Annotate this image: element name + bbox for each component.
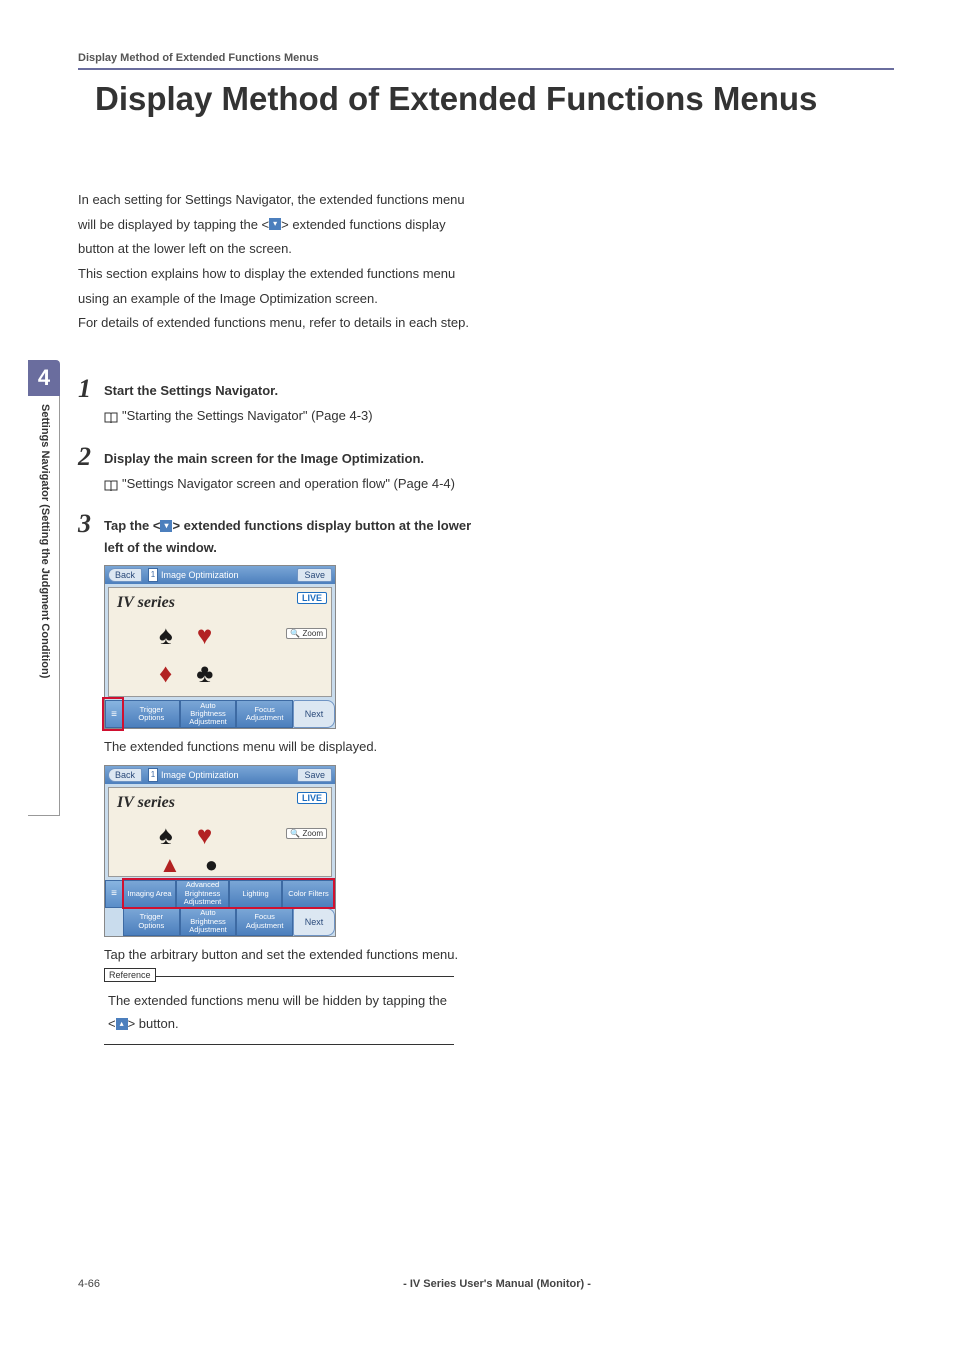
lighting-button[interactable]: Lighting xyxy=(229,880,282,908)
page-number: 4-66 xyxy=(78,1278,100,1290)
auto-brightness-button[interactable]: Auto Brightness Adjustment xyxy=(180,908,237,936)
step-2-num: 2 xyxy=(78,444,98,470)
next-button[interactable]: Next xyxy=(293,700,335,728)
iv-series-label: IV series xyxy=(117,794,175,812)
step-1-num: 1 xyxy=(78,376,98,402)
panel-title: 1 Image Optimization xyxy=(142,768,297,782)
step-1: 1 Start the Settings Navigator. "Startin… xyxy=(78,376,478,427)
panel-title: 1 Image Optimization xyxy=(142,568,297,582)
screenshot-panel-collapsed: Back 1 Image Optimization Save IV series… xyxy=(104,565,336,729)
step-2-title: Display the main screen for the Image Op… xyxy=(104,444,424,470)
page-footer: 4-66 - IV Series User's Manual (Monitor)… xyxy=(78,1278,894,1290)
caption-1: The extended functions menu will be disp… xyxy=(104,735,478,758)
iv-series-label: IV series xyxy=(117,594,175,612)
suit-row-1: ♠ ♥ xyxy=(159,620,212,651)
intro-p1: In each setting for Settings Navigator, … xyxy=(78,188,478,262)
step-3-title: Tap the <▾> extended functions display b… xyxy=(104,511,478,559)
step-1-ref-text: "Starting the Settings Navigator" (Page … xyxy=(122,404,373,427)
auto-brightness-button[interactable]: Auto Brightness Adjustment xyxy=(180,700,237,728)
imaging-area-button[interactable]: Imaging Area xyxy=(123,880,176,908)
footer-title: - IV Series User's Manual (Monitor) - xyxy=(100,1278,894,1290)
zoom-button[interactable]: 🔍 Zoom xyxy=(286,628,327,639)
collapse-icon: ▴ xyxy=(116,1018,128,1030)
suit-row-1: ♠ ♥ xyxy=(159,820,212,851)
running-header: Display Method of Extended Functions Men… xyxy=(78,52,894,70)
step-2-ref-text: "Settings Navigator screen and operation… xyxy=(122,472,455,495)
back-button[interactable]: Back xyxy=(108,568,142,582)
panel-title-text: Image Optimization xyxy=(161,770,239,780)
triangle-icon: ▲ xyxy=(159,852,181,878)
screenshot-panel-expanded: Back 1 Image Optimization Save IV series… xyxy=(104,765,336,937)
step-badge-icon: 1 xyxy=(148,568,158,582)
color-filters-button[interactable]: Color Filters xyxy=(282,880,335,908)
live-badge: LIVE xyxy=(297,792,327,804)
save-button[interactable]: Save xyxy=(297,568,332,582)
trigger-options-button[interactable]: Trigger Options xyxy=(123,700,180,728)
zoom-label: Zoom xyxy=(303,829,323,838)
body-column: In each setting for Settings Navigator, … xyxy=(78,188,478,1061)
heart-icon: ♥ xyxy=(197,620,212,651)
back-button[interactable]: Back xyxy=(108,768,142,782)
next-button[interactable]: Next xyxy=(293,908,335,936)
steps: 1 Start the Settings Navigator. "Startin… xyxy=(78,376,478,1045)
collapse-button[interactable]: ≡ xyxy=(105,880,123,908)
step-3-title-a: Tap the < xyxy=(104,518,160,533)
intro-p2: This section explains how to display the… xyxy=(78,262,478,311)
chapter-tab: 4 Settings Navigator (Setting the Judgme… xyxy=(28,360,60,820)
reference-label: Reference xyxy=(104,968,156,982)
reference-box: Reference The extended functions menu wi… xyxy=(104,976,454,1045)
chapter-number: 4 xyxy=(28,360,60,396)
spade-icon: ♠ xyxy=(159,820,173,851)
panel-titlebar: Back 1 Image Optimization Save xyxy=(105,566,335,584)
reference-text: The extended functions menu will be hidd… xyxy=(104,983,454,1036)
step-2: 2 Display the main screen for the Image … xyxy=(78,444,478,495)
zoom-button[interactable]: 🔍 Zoom xyxy=(286,828,327,839)
caption-2: Tap the arbitrary button and set the ext… xyxy=(104,943,478,966)
focus-adjustment-button[interactable]: Focus Adjustment xyxy=(236,700,293,728)
intro-p3: For details of extended functions menu, … xyxy=(78,311,478,336)
zoom-label: Zoom xyxy=(303,629,323,638)
trigger-options-button[interactable]: Trigger Options xyxy=(123,908,180,936)
intro-block: In each setting for Settings Navigator, … xyxy=(78,188,478,336)
book-icon xyxy=(104,476,118,488)
chapter-title: Settings Navigator (Setting the Judgment… xyxy=(28,396,60,816)
panel-button-row: Trigger Options Auto Brightness Adjustme… xyxy=(105,908,335,936)
save-button[interactable]: Save xyxy=(297,768,332,782)
expand-button[interactable]: ≡ xyxy=(105,700,123,728)
page-title: Display Method of Extended Functions Men… xyxy=(95,80,817,118)
expand-icon: ▾ xyxy=(269,218,281,230)
book-icon xyxy=(104,408,118,420)
step-3: 3 Tap the <▾> extended functions display… xyxy=(78,511,478,1045)
panel-preview: IV series LIVE 🔍 Zoom ♠ ♥ ♦ ♣ xyxy=(108,587,332,697)
focus-adjustment-button[interactable]: Focus Adjustment xyxy=(236,908,293,936)
heart-icon: ♥ xyxy=(197,820,212,851)
spacer xyxy=(105,908,123,936)
suit-row-2: ▲ ● xyxy=(159,852,218,878)
circle-icon: ● xyxy=(205,852,218,878)
reference-text-b: > button. xyxy=(128,1016,179,1031)
panel-titlebar: Back 1 Image Optimization Save xyxy=(105,766,335,784)
panel-ext-row: ≡ Imaging Area Advanced Brightness Adjus… xyxy=(105,880,335,908)
live-badge: LIVE xyxy=(297,592,327,604)
step-badge-icon: 1 xyxy=(148,768,158,782)
spade-icon: ♠ xyxy=(159,620,173,651)
expand-icon: ▾ xyxy=(160,520,172,532)
step-1-title: Start the Settings Navigator. xyxy=(104,376,278,402)
step-1-ref: "Starting the Settings Navigator" (Page … xyxy=(104,404,478,427)
step-2-ref: "Settings Navigator screen and operation… xyxy=(104,472,478,495)
diamond-icon: ♦ xyxy=(159,658,172,689)
panel-preview: IV series LIVE 🔍 Zoom ♠ ♥ ▲ ● xyxy=(108,787,332,877)
panel-button-row: ≡ Trigger Options Auto Brightness Adjust… xyxy=(105,700,335,728)
adv-brightness-button[interactable]: Advanced Brightness Adjustment xyxy=(176,880,229,908)
suit-row-2: ♦ ♣ xyxy=(159,658,213,689)
step-3-num: 3 xyxy=(78,511,98,537)
club-icon: ♣ xyxy=(196,658,213,689)
panel-title-text: Image Optimization xyxy=(161,570,239,580)
